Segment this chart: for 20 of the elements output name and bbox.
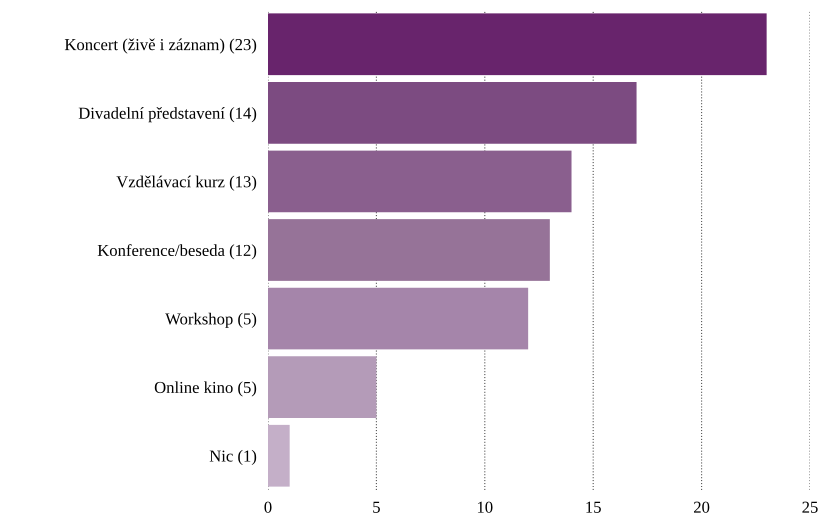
bar <box>268 219 550 281</box>
x-tick-label: 10 <box>478 502 492 513</box>
x-tick-label: 25 <box>802 502 818 513</box>
y-tick-label: Divadelní představení (14) <box>78 107 256 122</box>
x-tick-label: 0 <box>264 502 272 513</box>
x-tick-label: 20 <box>694 502 710 513</box>
bar <box>268 82 637 144</box>
bar <box>268 424 290 487</box>
bar <box>268 13 767 76</box>
y-tick-label: Online kino (5) <box>154 381 256 396</box>
bar <box>268 356 376 418</box>
y-tick-label: Koncert (živě i záznam) (23) <box>64 38 256 54</box>
bar <box>268 150 572 212</box>
y-tick-label: Vzdělávací kurz (13) <box>116 176 256 191</box>
y-tick-label: Konference/beseda (12) <box>98 244 256 260</box>
bar <box>268 288 528 350</box>
x-tick-label: 15 <box>586 502 601 513</box>
y-tick-label: Nic (1) <box>210 450 256 466</box>
x-tick-label: 5 <box>373 502 380 513</box>
y-tick-label: Workshop (5) <box>165 312 256 328</box>
